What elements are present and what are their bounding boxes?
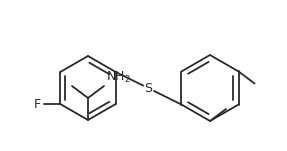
Text: NH$_2$: NH$_2$ (106, 70, 131, 85)
Text: F: F (34, 98, 41, 111)
Text: S: S (145, 82, 153, 95)
